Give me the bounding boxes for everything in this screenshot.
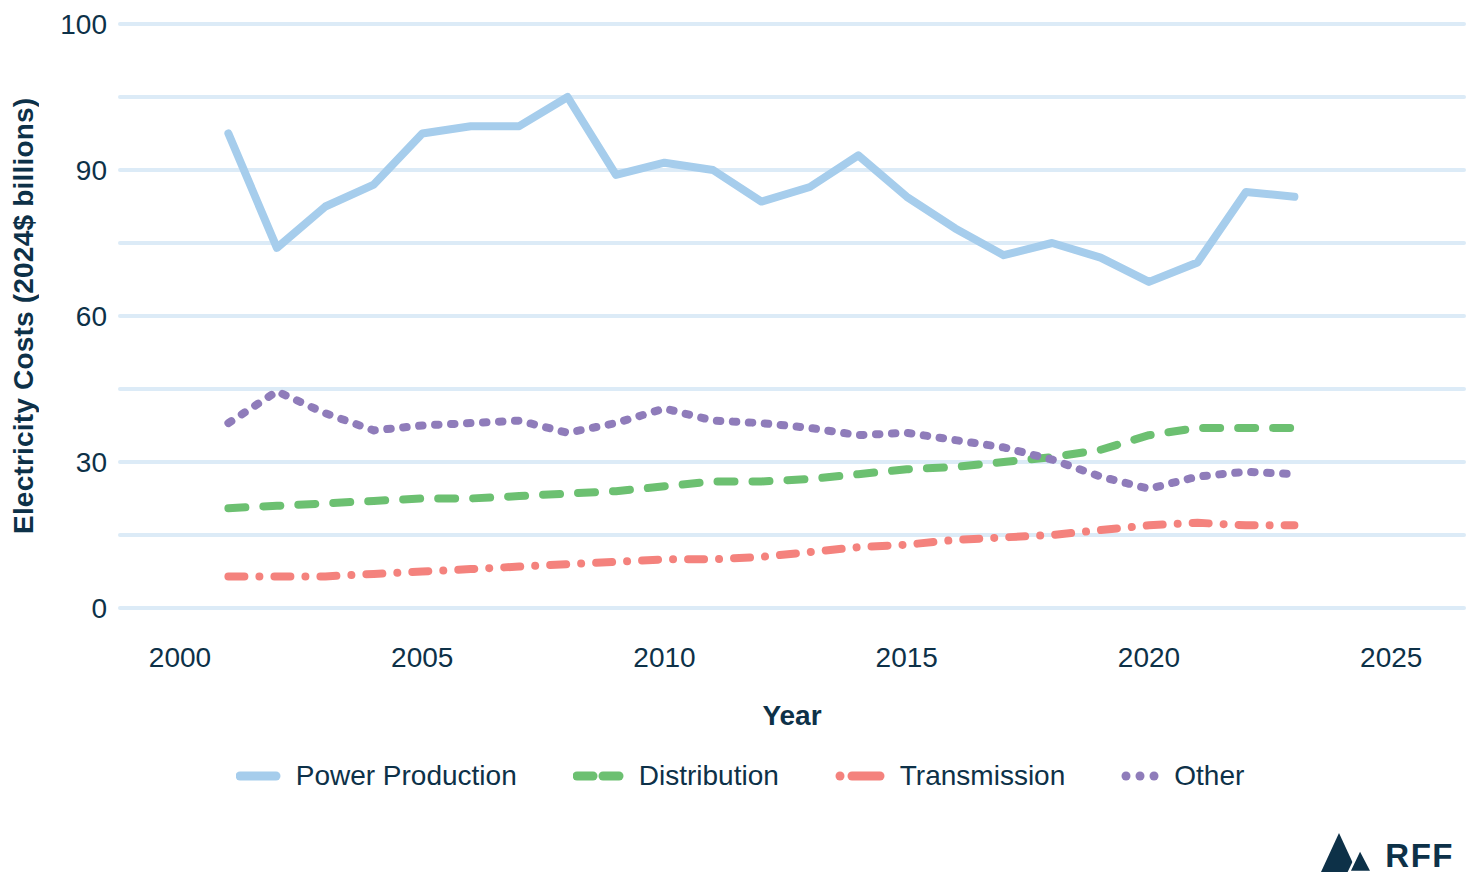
x-tick-label: 2015	[876, 642, 938, 673]
legend-label: Distribution	[639, 760, 779, 792]
series-line-distribution	[228, 428, 1294, 508]
legend-label: Transmission	[900, 760, 1065, 792]
series-line-transmission	[228, 523, 1294, 577]
legend: Power Production Distribution Transmission…	[0, 760, 1480, 792]
legend-item-distribution: Distribution	[573, 760, 779, 792]
y-tick-label: 100	[60, 9, 107, 40]
legend-swatch-dotted	[1121, 769, 1160, 783]
rff-logo-mark	[1319, 828, 1375, 874]
x-tick-label: 2000	[149, 642, 211, 673]
chart-figure: Electricity Costs (2024$ billions) 10090…	[0, 0, 1480, 888]
legend-swatch-dashed	[573, 769, 625, 783]
rff-logo-text: RFF	[1385, 839, 1454, 874]
legend-swatch-solid	[236, 769, 282, 783]
series-line-power-production	[228, 97, 1294, 282]
x-tick-label: 2020	[1118, 642, 1180, 673]
plot-area: 100 90 60 30 0 2000 2005 2010 2015 2020 2025	[0, 0, 1480, 700]
x-tick-label: 2005	[391, 642, 453, 673]
legend-item-power-production: Power Production	[236, 760, 517, 792]
y-tick-label: 90	[76, 155, 107, 186]
x-tick-label: 2010	[633, 642, 695, 673]
rff-logo: RFF	[1319, 828, 1454, 874]
y-tick-label: 60	[76, 301, 107, 332]
legend-item-transmission: Transmission	[835, 760, 1065, 792]
legend-item-other: Other	[1121, 760, 1244, 792]
x-axis-title: Year	[120, 700, 1464, 732]
legend-label: Other	[1174, 760, 1244, 792]
y-tick-label: 30	[76, 447, 107, 478]
y-tick-label: 0	[91, 593, 107, 624]
legend-swatch-dashdot	[835, 769, 886, 783]
legend-label: Power Production	[296, 760, 517, 792]
x-tick-label: 2025	[1360, 642, 1422, 673]
